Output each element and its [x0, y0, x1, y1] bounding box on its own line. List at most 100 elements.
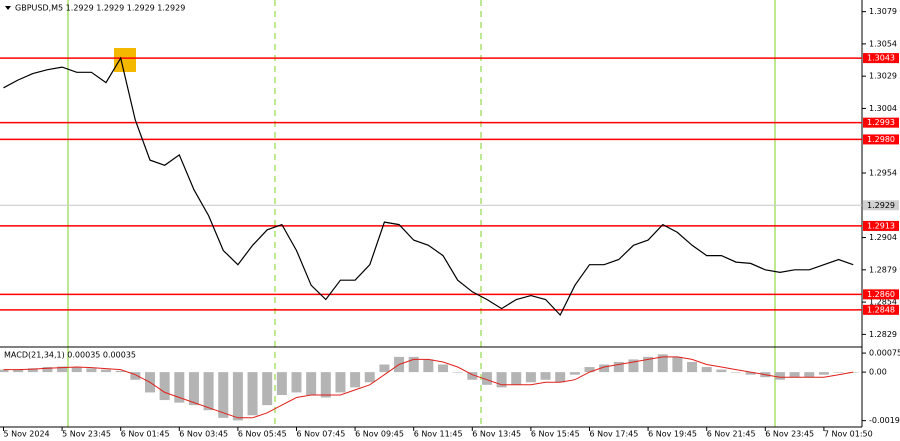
y-tick-label: 1.3029: [869, 72, 897, 81]
macd-bar: [467, 372, 478, 380]
macd-bar: [672, 356, 683, 373]
level-label: 1.2848: [867, 305, 895, 314]
y-tick-label: 1.2879: [869, 265, 897, 274]
x-tick-label: 6 Nov 07:45: [297, 430, 346, 439]
macd-bar: [540, 372, 551, 380]
macd-bar: [364, 372, 375, 383]
macd-bar: [174, 372, 185, 403]
macd-bar: [804, 372, 815, 378]
y-tick-label: 1.3054: [869, 39, 897, 48]
macd-bar: [745, 372, 756, 375]
macd-bar: [496, 372, 507, 388]
current-price-bg: [863, 200, 899, 211]
macd-bar: [86, 368, 97, 373]
macd-bar: [42, 367, 53, 373]
x-tick-label: 6 Nov 13:45: [472, 430, 521, 439]
macd-bar: [247, 372, 258, 416]
menu-arrow: [5, 6, 11, 10]
macd-bar: [555, 372, 566, 383]
macd-bar: [481, 372, 492, 385]
macd-bar: [159, 372, 170, 401]
macd-bar: [657, 354, 668, 373]
macd-bar: [335, 372, 346, 393]
macd-bar: [525, 372, 536, 383]
macd-bar: [687, 361, 698, 373]
level-label-bg: [863, 289, 899, 300]
indicator-title: MACD(21,34,1) 0.00035 0.00035: [4, 351, 136, 360]
level-label: 1.3043: [867, 54, 895, 63]
macd-bar: [774, 372, 785, 380]
macd-bar: [701, 367, 712, 373]
x-tick-label: 5 Nov 23:45: [62, 430, 111, 439]
macd-bar: [379, 364, 390, 373]
macd-bar: [130, 372, 141, 380]
macd-bar: [13, 369, 24, 373]
macd-bar: [101, 369, 112, 373]
macd-bar: [423, 359, 434, 373]
macd-bar: [789, 372, 800, 378]
macd-bar: [628, 359, 639, 373]
x-tick-label: 5 Nov 2024: [4, 430, 50, 439]
macd-bar: [350, 372, 361, 388]
y-tick-label: 1.2904: [869, 233, 897, 242]
x-tick-label: 7 Nov 01:50: [824, 430, 873, 439]
macd-bar: [408, 356, 419, 373]
x-tick-label: 6 Nov 17:45: [590, 430, 639, 439]
x-tick-label: 6 Nov 23:45: [765, 430, 814, 439]
current-price-label: 1.2929: [867, 201, 895, 210]
y-tick-label: 0.00: [869, 368, 887, 377]
x-tick-label: 6 Nov 09:45: [355, 430, 404, 439]
level-label: 1.2980: [867, 135, 895, 144]
macd-bar: [27, 368, 38, 373]
macd-bar: [232, 372, 243, 421]
y-tick-label: 1.2954: [869, 169, 897, 178]
y-tick-label: 1.3079: [869, 7, 897, 16]
price-line: [3, 56, 854, 317]
macd-bar: [716, 369, 727, 373]
level-label-bg: [863, 304, 899, 315]
level-label-bg: [863, 117, 899, 128]
macd-bar: [320, 372, 331, 398]
y-tick-label: 0.00075: [869, 349, 900, 358]
level-label: 1.2860: [867, 290, 895, 299]
chart-title: GBPUSD,M5 1.2929 1.2929 1.2929 1.2929: [15, 4, 185, 13]
macd-bar: [262, 372, 273, 406]
macd-bar: [818, 372, 829, 375]
macd-bar: [203, 372, 214, 411]
y-tick-label: 1.2854: [869, 298, 897, 307]
macd-bar: [599, 364, 610, 373]
level-label: 1.2913: [867, 221, 895, 230]
level-label-bg: [863, 53, 899, 64]
level-label-bg: [863, 220, 899, 231]
signal-line: [3, 356, 854, 419]
x-tick-label: 6 Nov 05:45: [238, 430, 287, 439]
x-tick-label: 6 Nov 15:45: [531, 430, 580, 439]
macd-bar: [218, 372, 229, 418]
x-tick-label: 6 Nov 11:45: [414, 430, 463, 439]
macd-bar: [0, 369, 9, 373]
macd-bar: [643, 356, 654, 373]
level-label: 1.2993: [867, 118, 895, 127]
x-tick-label: 6 Nov 01:45: [121, 430, 170, 439]
macd-bar: [276, 372, 287, 395]
macd-bar: [306, 372, 317, 395]
macd-bar: [438, 364, 448, 373]
macd-bar: [569, 372, 580, 375]
y-tick-label: 1.3004: [869, 104, 897, 113]
macd-bar: [584, 367, 595, 373]
highlight-box: [114, 48, 136, 72]
macd-bar: [731, 372, 741, 373]
macd-bar: [833, 372, 844, 373]
macd-bar: [452, 372, 463, 373]
y-tick-label: 1.2829: [869, 330, 897, 339]
macd-bar: [57, 366, 68, 373]
macd-bar: [71, 367, 82, 373]
level-label-bg: [863, 134, 899, 145]
x-tick-label: 6 Nov 19:45: [648, 430, 697, 439]
macd-bar: [115, 370, 126, 373]
macd-bar: [511, 372, 522, 385]
macd-bar: [188, 372, 199, 406]
